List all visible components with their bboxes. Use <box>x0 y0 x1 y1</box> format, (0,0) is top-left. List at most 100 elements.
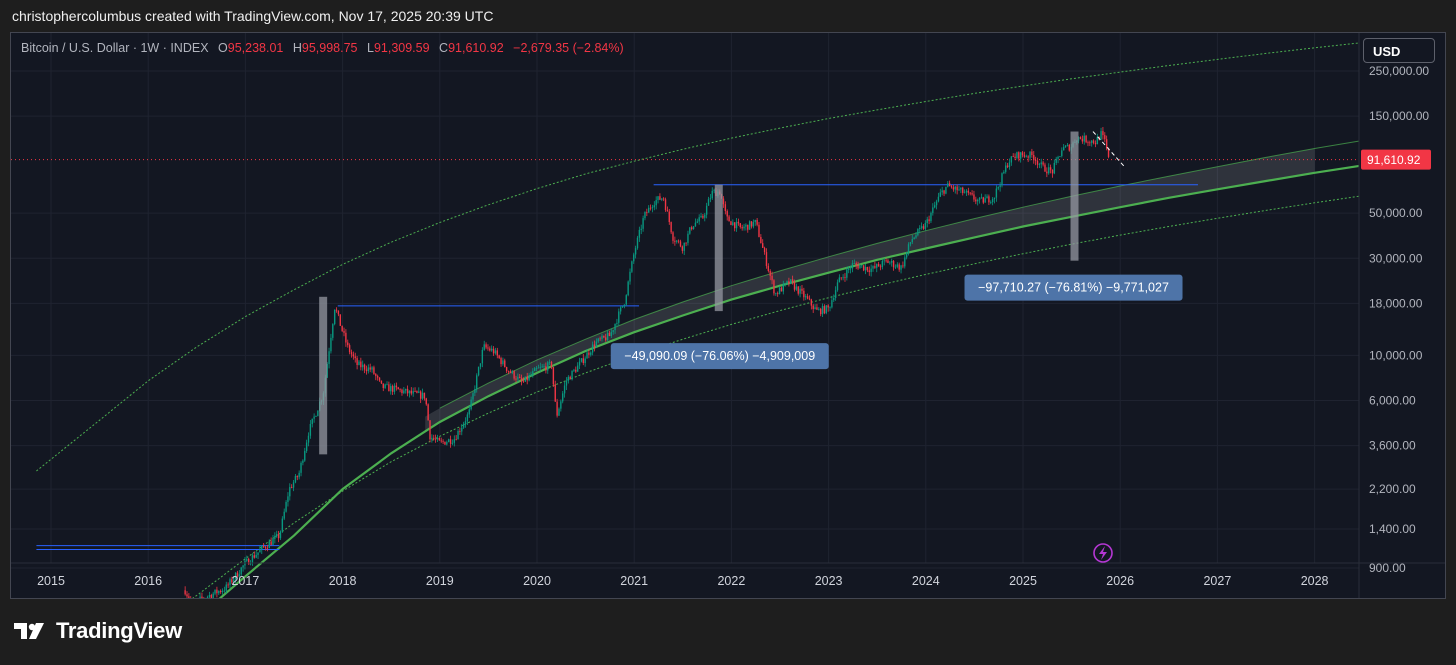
candle-body <box>818 308 820 310</box>
candle-body <box>425 398 427 405</box>
candle-body <box>219 590 222 592</box>
candle-body <box>1025 156 1027 158</box>
candle-body <box>487 347 489 349</box>
candle-body <box>762 243 764 248</box>
candle-body <box>390 386 392 392</box>
drawdown-bar[interactable] <box>714 184 723 312</box>
candle-body <box>982 197 984 203</box>
candle-body <box>932 207 934 213</box>
drawdown-bar[interactable] <box>319 296 328 455</box>
candle-body <box>444 441 446 445</box>
candle-body <box>562 393 564 402</box>
candle-body <box>375 374 377 377</box>
candle-body <box>812 305 814 310</box>
candle-body <box>584 358 586 364</box>
candle-body <box>1096 137 1099 145</box>
candle-body <box>616 322 618 324</box>
candle-body <box>825 305 827 314</box>
candle-body <box>421 392 424 399</box>
candle-body <box>363 364 366 370</box>
projection-dashed-line[interactable] <box>1092 131 1126 168</box>
price-axis: 250,000.00 150,000.00 50,000.00 30,000.00 18… <box>1359 33 1445 575</box>
candle-body <box>661 198 663 200</box>
candle-body <box>223 590 226 592</box>
candle-body <box>631 261 633 272</box>
candle-body <box>1046 171 1048 174</box>
candle-body <box>330 337 332 352</box>
lightning-icon[interactable] <box>1093 543 1113 563</box>
candle-body <box>687 233 689 243</box>
candle-body <box>365 369 368 372</box>
candle-body <box>550 361 553 368</box>
candle-body <box>238 574 241 577</box>
drawdown-label-box[interactable] <box>964 274 1183 301</box>
candle-body <box>1102 131 1104 136</box>
candle-body <box>874 266 876 268</box>
candle-body <box>892 261 895 268</box>
candle-body <box>696 221 699 223</box>
candle-body <box>296 476 298 478</box>
currency-button[interactable]: USD <box>1363 38 1435 63</box>
candle-body <box>698 217 700 222</box>
candle-body <box>270 541 272 545</box>
candle-body <box>255 554 257 558</box>
candle-body <box>300 462 302 473</box>
grid-lines <box>11 33 1359 569</box>
candle-body <box>464 421 467 424</box>
candle-body <box>933 205 936 208</box>
price-axis-label: 2,200.00 <box>1369 482 1416 496</box>
drawdown-label-box[interactable] <box>610 343 829 370</box>
candle-body <box>526 376 528 381</box>
symbol-legend: Bitcoin / U.S. Dollar · 1W · INDEX O95,2… <box>21 41 624 55</box>
candle-body <box>259 549 261 553</box>
candle-body <box>988 196 990 203</box>
price-axis-label: 250,000.00 <box>1369 64 1429 78</box>
candle-body <box>975 199 977 202</box>
candle-body <box>576 365 579 372</box>
candle-body <box>728 216 730 222</box>
candle-body <box>991 199 994 203</box>
candle-body <box>332 324 334 338</box>
candle-body <box>1040 162 1042 165</box>
candle-body <box>986 196 988 199</box>
last-price-tag[interactable] <box>1361 149 1431 170</box>
candle-body <box>468 409 470 415</box>
price-chart[interactable]: −16,127.77 (−83.16%) −1,612,777−49,090.0… <box>11 33 1445 598</box>
candle-body <box>1105 139 1108 149</box>
candle-body <box>188 596 190 598</box>
candle-body <box>1049 167 1052 170</box>
candle-body <box>593 344 596 347</box>
candle-body <box>229 579 231 585</box>
candle-body <box>965 190 968 193</box>
change-value: −2,679.35 (−2.84%) <box>513 41 624 55</box>
open-label: O <box>218 41 228 55</box>
candle-body <box>434 438 437 440</box>
candle-body <box>801 288 803 291</box>
candle-body <box>657 196 659 201</box>
candle-body <box>289 487 291 497</box>
candle-body <box>605 337 607 341</box>
tradingview-logo[interactable]: TradingView <box>14 618 182 644</box>
candle-body <box>971 193 973 195</box>
candle-body <box>356 358 358 366</box>
candle-body <box>333 309 336 325</box>
high-value: 95,998.75 <box>301 41 358 55</box>
candle-body <box>328 351 330 364</box>
candle-body <box>833 298 835 301</box>
candle-body <box>967 190 970 193</box>
close-value: 91,610.92 <box>448 41 504 55</box>
candle-body <box>393 385 396 392</box>
drawdown-bar[interactable] <box>1070 131 1079 261</box>
candle-body <box>653 205 656 208</box>
candle-body <box>778 287 781 295</box>
symbol-name[interactable]: Bitcoin / U.S. Dollar · 1W · INDEX <box>21 41 209 55</box>
chart-panel[interactable]: −16,127.77 (−83.16%) −1,612,777−49,090.0… <box>10 32 1446 599</box>
candle-body <box>535 368 538 370</box>
candle-body <box>683 242 685 251</box>
candle-body <box>928 219 930 222</box>
candle-body <box>408 390 411 394</box>
candle-body <box>337 310 340 315</box>
candle-body <box>208 594 211 597</box>
candle-body <box>634 248 637 255</box>
time-axis-label: 2027 <box>1203 574 1231 588</box>
